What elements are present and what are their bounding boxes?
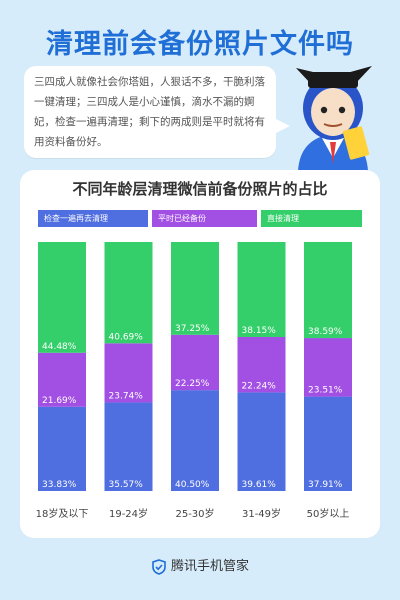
category-label-2: 25-30岁: [175, 507, 214, 520]
category-label-1: 19-24岁: [109, 507, 148, 520]
chart-title: 不同年龄层清理微信前备份照片的占比: [72, 180, 328, 198]
data-label-1-2: 40.69%: [109, 332, 144, 342]
bar-segment-1-1: [104, 343, 153, 403]
bar-segment-2-1: [171, 334, 219, 391]
data-label-3-1: 22.24%: [242, 381, 277, 391]
intro-bubble: 三四成人就像社会你塔姐，人狠话不多，干脆利落一键清理；三四成人是小心谨慎，滴水不…: [24, 66, 290, 158]
data-label-4-2: 38.59%: [308, 327, 343, 337]
data-label-0-0: 33.83%: [42, 480, 77, 490]
bar-segment-4-1: [304, 338, 352, 397]
legend-item-backed-up: 平时已经备份: [152, 210, 257, 227]
legend-item-direct-clean: 直接清理: [261, 210, 362, 227]
data-label-3-2: 38.15%: [242, 326, 277, 336]
bar-segment-3-1: [237, 336, 286, 393]
bar-segment-0-2: [38, 242, 86, 353]
data-label-1-1: 23.74%: [109, 391, 144, 401]
category-label-4: 50岁以上: [307, 507, 350, 520]
bar-segment-2-2: [171, 242, 219, 335]
footer-brand: 腾讯手机管家: [0, 555, 400, 575]
brand-label: 腾讯手机管家: [170, 559, 249, 574]
chart-card: 不同年龄层清理微信前备份照片的占比 检查一遍再去清理 平时已经备份 直接清理 3…: [20, 170, 380, 538]
bar-segment-0-1: [38, 352, 86, 407]
bar-segment-0-0: [38, 406, 86, 491]
bar-segment-4-0: [304, 396, 352, 491]
data-label-4-1: 23.51%: [308, 386, 343, 396]
category-label-3: 31-49岁: [242, 507, 281, 520]
bar-segment-3-2: [237, 242, 286, 337]
data-label-1-0: 35.57%: [109, 480, 144, 490]
bar-segment-4-2: [304, 241, 352, 339]
legend-item-check-first: 检查一遍再去清理: [38, 210, 148, 227]
bar-segment-3-0: [237, 392, 286, 491]
data-label-2-2: 37.25%: [175, 324, 210, 334]
data-label-0-1: 21.69%: [42, 396, 77, 406]
category-label-0: 18岁及以下: [36, 507, 89, 520]
shield-icon: [152, 558, 166, 575]
data-label-2-0: 40.50%: [175, 480, 210, 490]
data-label-4-0: 37.91%: [308, 480, 343, 490]
data-label-2-1: 22.25%: [175, 379, 210, 389]
stacked-bar-chart: 33.83% 21.69% 44.48% 18岁及以下 35.57% 23.74% 40.6…: [36, 241, 352, 520]
data-label-3-0: 39.61%: [242, 480, 277, 490]
bar-segment-2-0: [171, 390, 219, 491]
bar-segment-1-2: [104, 242, 153, 344]
intro-text: 三四成人就像社会你塔姐，人狠话不多，干脆利落一键清理；三四成人是小心谨慎，滴水不…: [34, 76, 265, 148]
bar-segment-1-0: [104, 402, 153, 491]
mascot-icon: [296, 66, 372, 171]
data-label-0-2: 44.48%: [42, 342, 77, 352]
page-title: 清理前会备份照片文件吗: [46, 29, 354, 60]
